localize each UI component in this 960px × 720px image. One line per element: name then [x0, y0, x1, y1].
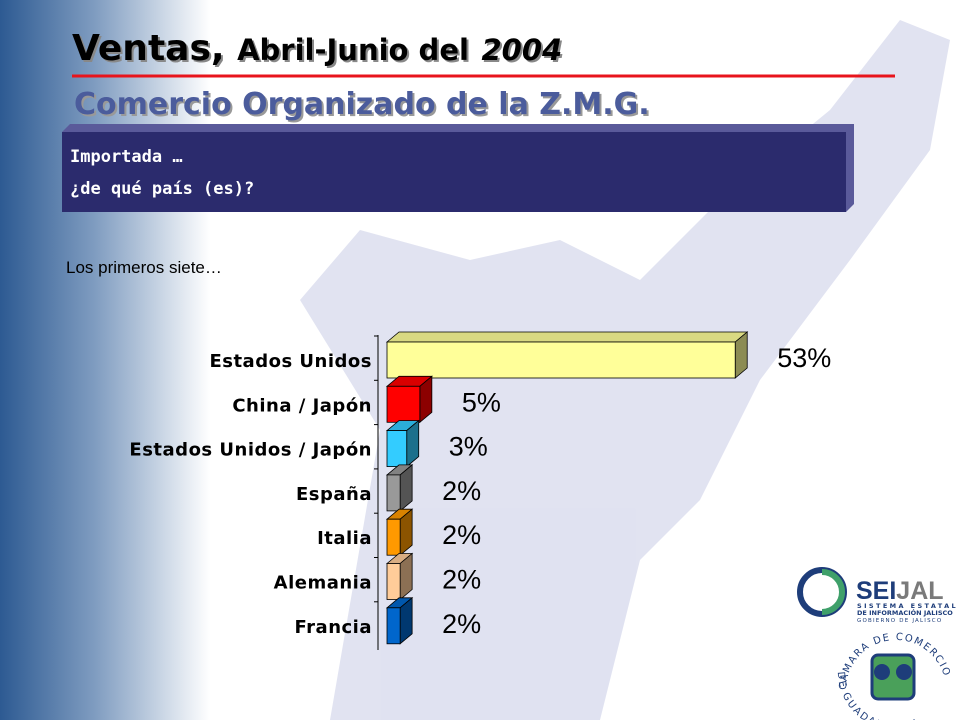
- bar-front: [386, 430, 408, 468]
- note: Los primeros siete…: [66, 258, 222, 277]
- bar-top: [385, 331, 749, 343]
- side-gradient: [0, 0, 210, 720]
- category-label: Alemania: [274, 573, 372, 594]
- value-label: 2%: [442, 476, 481, 506]
- bar: [385, 552, 414, 601]
- bar-front: [386, 385, 421, 423]
- logo-text: GOBIERNO DE JALISCO: [857, 618, 942, 624]
- bar-front: [386, 563, 401, 600]
- question-box: Importada … ¿de qué país (es)?: [62, 124, 854, 212]
- category-label: Italia: [317, 528, 372, 549]
- bar: [385, 464, 414, 512]
- title-shadow: Ventas, Abril-Junio del 2004: [74, 30, 564, 71]
- bar: [385, 508, 414, 557]
- logo-ring: [821, 569, 845, 615]
- logo-text: SISTEMA ESTATAL: [857, 602, 958, 610]
- category-label: China / Japón: [232, 395, 372, 416]
- logo-emblem: [874, 664, 890, 680]
- category-label: Francia: [295, 617, 372, 638]
- value-label: 53%: [777, 343, 831, 373]
- bar: [385, 419, 420, 468]
- bar-front: [386, 607, 401, 645]
- logo-text: DE INFORMACIÓN JALISCO: [857, 608, 953, 617]
- value-label: 2%: [442, 609, 481, 639]
- bar: [385, 331, 749, 379]
- subtitle: Comercio Organizado de la Z.M.G.: [74, 87, 650, 122]
- category-label: Estados Unidos / Japón: [129, 440, 372, 461]
- title: Ventas, Abril-Junio del 2004: [72, 28, 562, 69]
- category-label: España: [296, 484, 372, 505]
- bar-front: [386, 518, 401, 556]
- value-label: 2%: [442, 565, 481, 595]
- value-label: 3%: [449, 432, 488, 462]
- box-line: Importada …: [70, 147, 183, 167]
- bar-chart: Estados Unidos 53% China / Japón 5% Estados …: [129, 331, 831, 650]
- value-label: 2%: [442, 520, 481, 550]
- bar-front: [386, 341, 736, 379]
- box-line: ¿de qué país (es)?: [70, 179, 254, 199]
- value-label: 5%: [462, 387, 501, 417]
- logo-text: SEIJAL: [856, 577, 944, 605]
- subtitle-shadow: Comercio Organizado de la Z.M.G.: [76, 89, 652, 124]
- logo-emblem: [896, 664, 912, 680]
- box: [62, 132, 846, 212]
- bar-front: [386, 474, 401, 512]
- bar: [385, 375, 433, 424]
- category-label: Estados Unidos: [209, 351, 372, 372]
- seijal-logo: SEIJAL SISTEMA ESTATAL DE INFORMACIÓN JA…: [797, 567, 958, 624]
- bar: [385, 596, 414, 645]
